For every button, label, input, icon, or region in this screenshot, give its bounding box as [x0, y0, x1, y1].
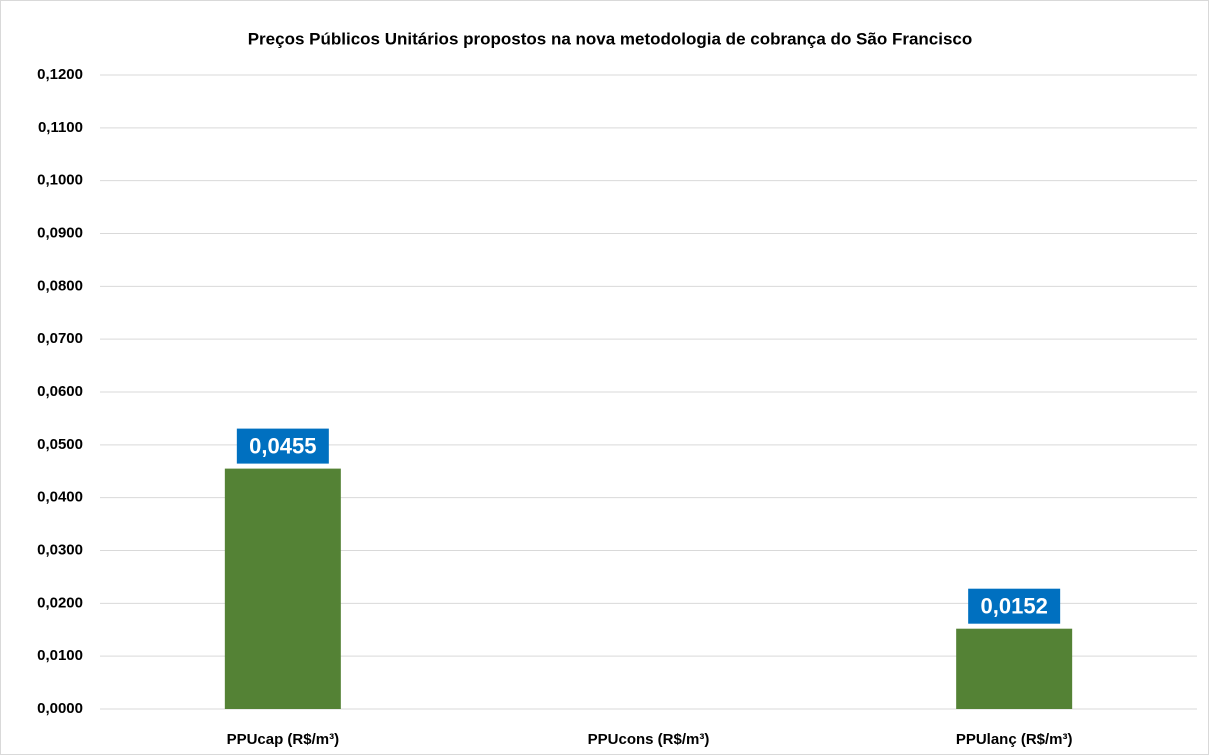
bar — [224, 468, 341, 709]
chart-title: Preços Públicos Unitários propostos na n… — [248, 29, 973, 48]
value-label: 0,0152 — [981, 594, 1048, 619]
y-tick-label: 0,0000 — [37, 700, 83, 717]
y-tick-label: 0,0600 — [37, 383, 83, 400]
y-tick-label: 0,1100 — [38, 119, 83, 136]
bar — [956, 628, 1073, 709]
x-tick-label: PPUcons (R$/m³) — [588, 731, 710, 748]
value-label-box — [236, 428, 329, 464]
y-tick-label: 0,0900 — [37, 224, 83, 241]
y-tick-label: 0,1200 — [37, 66, 83, 83]
y-tick-label: 0,0300 — [37, 541, 83, 558]
value-label: 0,0455 — [249, 433, 316, 458]
y-tick-label: 0,0100 — [37, 647, 83, 664]
y-tick-label: 0,1000 — [37, 172, 83, 189]
y-tick-label: 0,0200 — [37, 594, 83, 611]
y-tick-label: 0,0500 — [37, 436, 83, 453]
x-tick-label: PPUlanç (R$/m³) — [956, 731, 1073, 748]
y-tick-label: 0,0800 — [37, 277, 83, 294]
y-tick-label: 0,0700 — [37, 330, 83, 347]
x-tick-label: PPUcap (R$/m³) — [227, 731, 340, 748]
y-tick-label: 0,0400 — [37, 489, 83, 506]
value-label-box — [968, 588, 1061, 624]
